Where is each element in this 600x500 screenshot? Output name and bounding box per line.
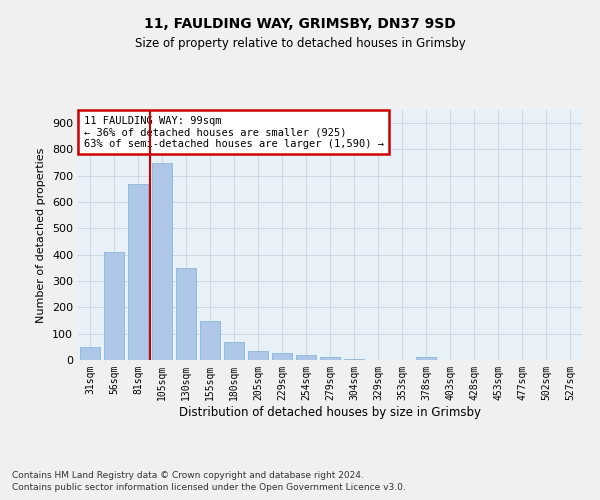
Bar xyxy=(152,162,172,360)
Bar xyxy=(272,352,292,360)
Bar xyxy=(104,252,124,360)
Bar xyxy=(200,320,220,360)
Bar xyxy=(224,342,244,360)
Text: 11 FAULDING WAY: 99sqm
← 36% of detached houses are smaller (925)
63% of semi-de: 11 FAULDING WAY: 99sqm ← 36% of detached… xyxy=(83,116,383,149)
Bar xyxy=(296,356,316,360)
Bar xyxy=(128,184,148,360)
Bar xyxy=(176,268,196,360)
Bar xyxy=(80,347,100,360)
Bar xyxy=(320,358,340,360)
Bar xyxy=(344,358,364,360)
Text: Size of property relative to detached houses in Grimsby: Size of property relative to detached ho… xyxy=(134,38,466,51)
Bar xyxy=(248,351,268,360)
X-axis label: Distribution of detached houses by size in Grimsby: Distribution of detached houses by size … xyxy=(179,406,481,418)
Y-axis label: Number of detached properties: Number of detached properties xyxy=(37,148,46,322)
Text: Contains public sector information licensed under the Open Government Licence v3: Contains public sector information licen… xyxy=(12,484,406,492)
Text: 11, FAULDING WAY, GRIMSBY, DN37 9SD: 11, FAULDING WAY, GRIMSBY, DN37 9SD xyxy=(144,18,456,32)
Text: Contains HM Land Registry data © Crown copyright and database right 2024.: Contains HM Land Registry data © Crown c… xyxy=(12,471,364,480)
Bar xyxy=(416,358,436,360)
